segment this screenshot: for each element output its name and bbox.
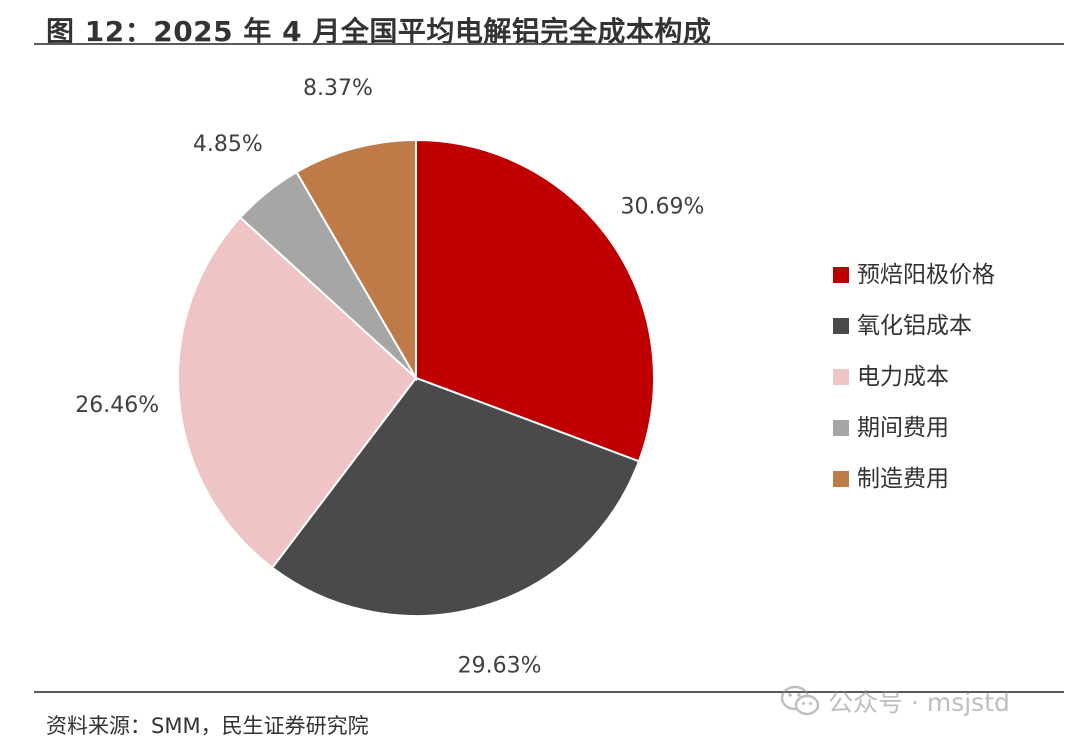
legend-swatch bbox=[833, 318, 849, 334]
pie-slice-5 bbox=[295, 138, 417, 382]
legend-swatch bbox=[833, 420, 849, 436]
pie-slice-1 bbox=[415, 138, 655, 463]
legend-label: 预焙阳极价格 bbox=[857, 262, 995, 288]
slice-data-label: 29.63% bbox=[458, 654, 542, 679]
legend-swatch bbox=[833, 267, 849, 283]
pie-data-labels: 30.69% 29.63% 26.46% 4.85% 8.37% bbox=[75, 76, 704, 679]
legend-swatch bbox=[833, 471, 849, 487]
source-note: 资料来源：SMM，民生证券研究院 bbox=[46, 714, 369, 738]
pie-slice-2 bbox=[270, 376, 641, 617]
title-divider bbox=[34, 43, 1064, 45]
legend-label: 期间费用 bbox=[857, 415, 949, 441]
pie-slices bbox=[177, 138, 655, 617]
pie-slice-3 bbox=[177, 216, 418, 570]
legend-label: 电力成本 bbox=[857, 364, 949, 390]
watermark: 公众号 · msjstd bbox=[780, 683, 1010, 719]
slice-data-label: 30.69% bbox=[621, 195, 705, 220]
wechat-icon bbox=[780, 685, 820, 716]
slice-data-label: 8.37% bbox=[303, 76, 373, 101]
slice-data-label: 4.85% bbox=[193, 132, 263, 157]
legend-swatch bbox=[833, 369, 849, 385]
legend-label: 氧化铝成本 bbox=[857, 313, 972, 339]
legend-label: 制造费用 bbox=[857, 466, 949, 492]
figure-title: 图 12：2025 年 4 月全国平均电解铝完全成本构成 bbox=[46, 15, 712, 48]
footer-divider bbox=[34, 691, 1064, 693]
watermark-text: 公众号 · msjstd bbox=[828, 688, 1010, 717]
slice-data-label: 26.46% bbox=[75, 393, 159, 418]
